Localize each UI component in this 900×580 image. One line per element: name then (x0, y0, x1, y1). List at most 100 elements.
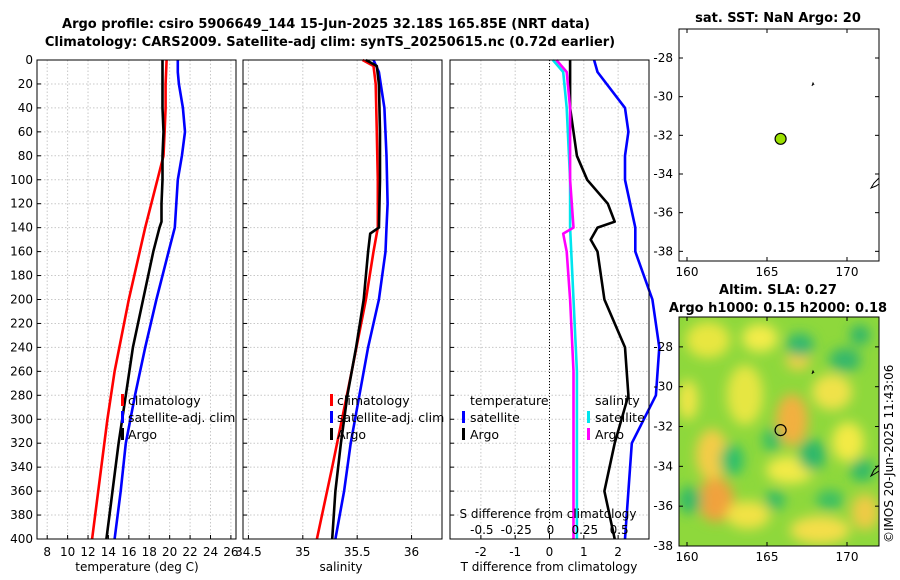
map-y-tick-label: -28 (653, 51, 673, 65)
s-tick-label: 0.5 (610, 523, 629, 537)
x-tick-label: 1 (580, 545, 588, 559)
imos-watermark: ©IMOS 20-Jun-2025 11:43:06 (882, 365, 896, 543)
s-tick-label: 0.25 (571, 523, 598, 537)
x-tick-label: 35.5 (344, 545, 371, 559)
x-tick-label: 36 (404, 545, 419, 559)
s-tick-label: -0.5 (470, 523, 493, 537)
legend-label-climatology: climatology (337, 393, 410, 408)
sst-map: 160 165 170 -28 -30 -32 -34 -36 -38 (653, 28, 880, 279)
map-y-tick-label: -34 (653, 167, 673, 181)
x-tick-label: 8 (43, 545, 51, 559)
legend-title-temperature: temperature (470, 393, 549, 408)
altimetry-title-line1: Altim. SLA: 0.27 (719, 283, 837, 298)
sst-map-title: sat. SST: NaN Argo: 20 (695, 11, 861, 26)
y-tick-label: 280 (10, 388, 33, 402)
salinity-legend: climatology satellite-adj. clim Argo (330, 393, 444, 442)
coastline-island (811, 81, 815, 87)
legend-label-climatology: climatology (128, 393, 201, 408)
plot-frame (242, 59, 443, 540)
y-tick-label: 220 (10, 316, 33, 330)
x-tick-label: -1 (509, 545, 521, 559)
x-tick-label: 24 (203, 545, 218, 559)
x-tick-label: 20 (162, 545, 177, 559)
y-tick-label: 40 (18, 101, 33, 115)
legend-swatch-argo (330, 428, 333, 440)
legend-swatch-climatology (330, 394, 333, 406)
map-x-tick-label: 165 (756, 265, 779, 279)
series-line-satellite-adj-clim (334, 59, 389, 540)
x-tick-label: 12 (80, 545, 95, 559)
map-y-tick-label: -38 (653, 244, 673, 258)
temperature-panel: 0 20 40 60 80 100 120 140 160 180 200 220 240 260 280 3… (10, 53, 238, 559)
x-tick-label: 16 (121, 545, 136, 559)
map-y-tick-label: -34 (653, 459, 673, 473)
legend-label-satellite: satellite-adj. clim (128, 410, 235, 425)
y-tick-label: 320 (10, 436, 33, 450)
y-tick-label: 300 (10, 412, 33, 426)
legend-label-satellite: satellite-adj. clim (337, 410, 444, 425)
y-tick-label: 140 (10, 221, 33, 235)
legend-swatch-s-satellite (587, 411, 590, 423)
series-line-argo (330, 58, 382, 540)
difference-panel: -2 -1 0 1 2 -0.5 -0.25 0 0.25 0.5 (449, 59, 661, 559)
map-x-tick-label: 160 (676, 265, 699, 279)
main-title-line2: Climatology: CARS2009. Satellite-adj cli… (45, 35, 615, 50)
legend-label-t-satellite: satellite (470, 410, 520, 425)
y-tick-label: 60 (18, 125, 33, 139)
y-tick-label: 240 (10, 340, 33, 354)
coastline-island (811, 369, 815, 375)
map-y-tick-label: -36 (653, 499, 673, 513)
y-tick-label: 200 (10, 293, 33, 307)
legend-label-s-satellite: satellite (595, 410, 645, 425)
y-tick-label: 380 (10, 508, 33, 522)
legend-swatch-climatology (121, 394, 124, 406)
y-tick-label: 360 (10, 484, 33, 498)
x-tick-label: 10 (60, 545, 75, 559)
series-line-argo (105, 60, 165, 540)
series-line-salinity-argo (555, 59, 575, 539)
difference-legend: temperature satellite Argo salinity sate… (462, 393, 645, 442)
x-tick-label: 2 (614, 545, 622, 559)
series-line-climatology (315, 58, 380, 540)
legend-label-argo: Argo (337, 427, 366, 442)
legend-label-s-argo: Argo (595, 427, 624, 442)
map-y-tick-label: -32 (653, 128, 673, 142)
legend-swatch-satellite (121, 411, 124, 423)
x-tick-label: 0 (546, 545, 554, 559)
x-tick-label: 18 (142, 545, 157, 559)
legend-label-t-argo: Argo (470, 427, 499, 442)
s-tick-label: -0.25 (501, 523, 532, 537)
x-tick-label: 34.5 (235, 545, 262, 559)
coastline-east (869, 464, 880, 478)
series-line-climatology (90, 59, 168, 540)
map-y-tick-label: -36 (653, 206, 673, 220)
altimetry-title-line2: Argo h1000: 0.15 h2000: 0.18 (669, 301, 887, 316)
salinity-axis-label: salinity (319, 560, 362, 574)
y-tick-label: 120 (10, 197, 33, 211)
y-tick-label: 260 (10, 364, 33, 378)
legend-swatch-t-satellite (462, 411, 465, 423)
t-difference-axis-label: T difference from climatology (460, 560, 638, 574)
coastline-east (869, 177, 880, 190)
temperature-axis-label: temperature (deg C) (75, 560, 198, 574)
legend-title-salinity: salinity (595, 393, 640, 408)
series-line-satellite-adj-clim (113, 60, 187, 540)
series-line-temperature-satellite (592, 59, 661, 540)
map-x-tick-label: 170 (836, 550, 859, 564)
legend-swatch-s-argo (587, 428, 590, 440)
x-tick-label: 22 (182, 545, 197, 559)
y-tick-label: 0 (25, 53, 33, 67)
y-tick-label: 80 (18, 149, 33, 163)
altimetry-map: 160 165 170 -28 -30 -32 -34 -36 -38 (653, 316, 880, 564)
main-title-line1: Argo profile: csiro 5906649_144 15-Jun-2… (62, 17, 590, 32)
plot-frame (36, 59, 237, 540)
legend-swatch-argo (121, 428, 124, 440)
x-tick-label: 35 (295, 545, 310, 559)
series-line-salinity-satellite (551, 59, 579, 539)
legend-swatch-satellite (330, 411, 333, 423)
map-x-tick-label: 160 (676, 550, 699, 564)
s-difference-axis-label: S difference from climatology (460, 507, 637, 521)
sst-map-frame (678, 28, 880, 262)
altimetry-map-frame (678, 316, 880, 547)
